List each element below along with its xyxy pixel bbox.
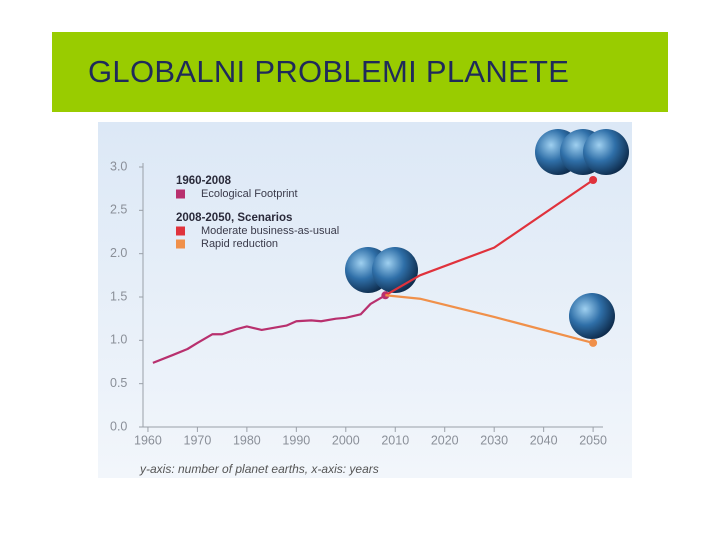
legend-swatch (176, 189, 185, 199)
x-tick-label: 2050 (579, 433, 607, 447)
y-tick-label: 0.0 (110, 419, 127, 433)
x-tick-label: 1990 (282, 433, 310, 447)
axis-caption: y-axis: number of planet earths, x-axis:… (139, 462, 379, 476)
y-tick-label: 2.0 (110, 246, 127, 260)
end-point (589, 176, 598, 184)
legend-heading: 1960-2008 (176, 175, 232, 187)
y-tick-label: 3.0 (110, 159, 127, 173)
y-tick-label: 1.0 (110, 333, 127, 347)
x-tick-label: 2020 (431, 433, 459, 447)
slide-title: GLOBALNI PROBLEMI PLANETE (88, 54, 570, 89)
x-tick-label: 1970 (184, 433, 212, 447)
legend-label: Rapid reduction (201, 238, 278, 250)
series-line (385, 294, 594, 344)
end-point (589, 338, 598, 347)
legend-swatch (176, 226, 185, 236)
legend-heading: 2008-2050, Scenarios (176, 212, 292, 224)
x-tick-label: 2000 (332, 433, 360, 447)
globe-icons (345, 129, 629, 339)
x-tick-label: 2030 (480, 433, 508, 447)
y-tick-label: 1.5 (110, 289, 127, 303)
x-tick-label: 1980 (233, 433, 261, 447)
chart-background (98, 122, 632, 478)
series-line (152, 294, 386, 364)
legend-swatch (176, 239, 185, 249)
title-bar: GLOBALNI PROBLEMI PLANETE (52, 32, 668, 112)
legend-label: Ecological Footprint (201, 188, 298, 200)
x-tick-label: 2040 (530, 433, 558, 447)
y-tick-label: 0.5 (110, 376, 127, 390)
x-tick-label: 2010 (381, 433, 409, 447)
x-tick-label: 1960 (134, 433, 162, 447)
y-tick-label: 2.5 (110, 203, 127, 217)
series-line (384, 179, 594, 297)
legend-label: Moderate business-as-usual (201, 225, 339, 237)
